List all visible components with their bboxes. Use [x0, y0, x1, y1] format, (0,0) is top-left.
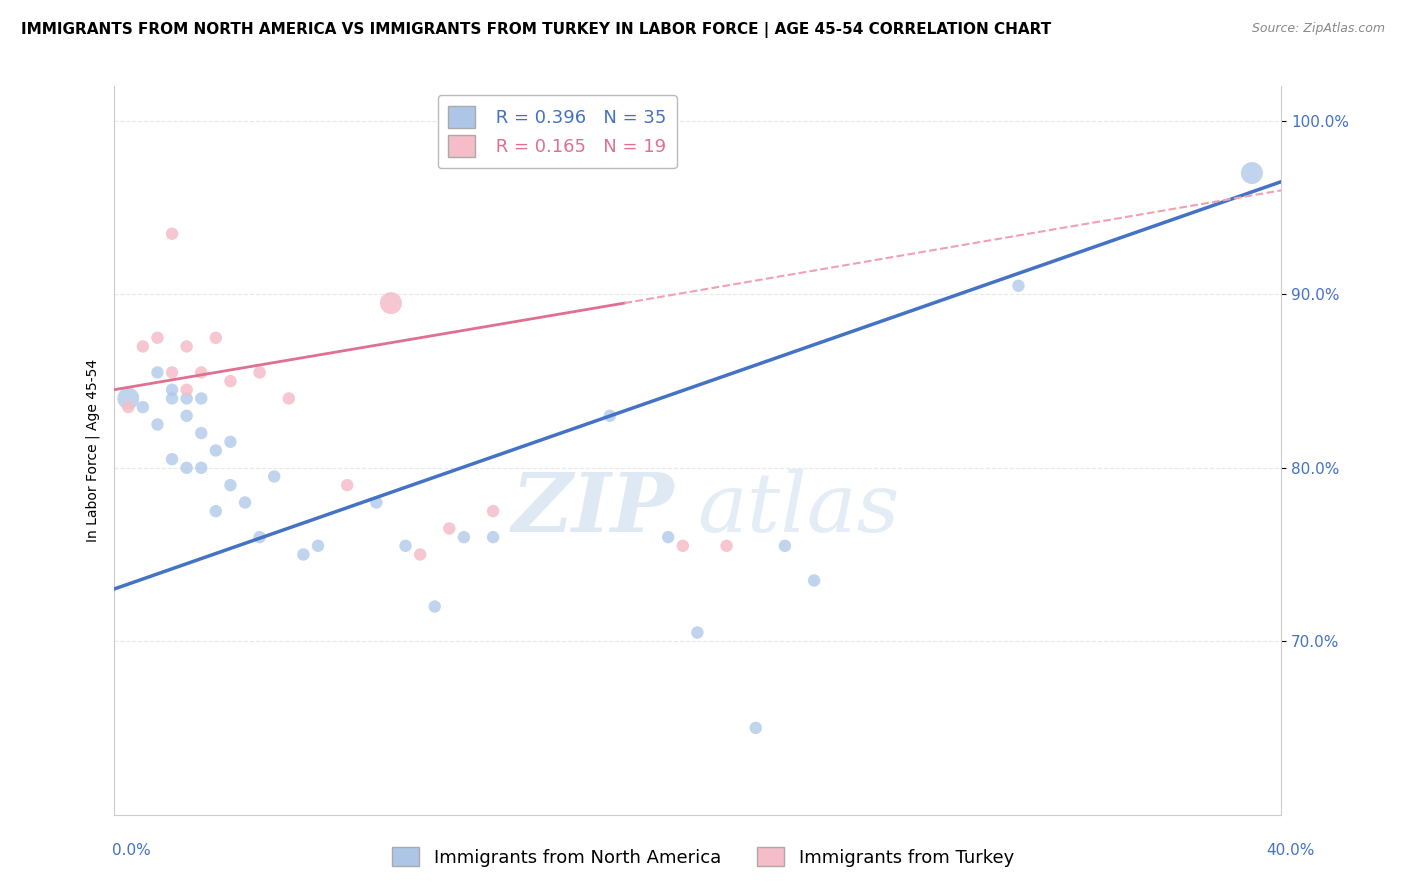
- Point: [219, 478, 242, 492]
- Point: [773, 539, 796, 553]
- Point: [263, 469, 285, 483]
- Point: [117, 392, 139, 406]
- Point: [745, 721, 768, 735]
- Point: [132, 339, 155, 353]
- Text: atlas: atlas: [697, 468, 900, 549]
- Point: [160, 392, 183, 406]
- Point: [336, 478, 359, 492]
- Point: [409, 548, 432, 562]
- Legend: Immigrants from North America, Immigrants from Turkey: Immigrants from North America, Immigrant…: [385, 840, 1021, 874]
- Point: [380, 296, 402, 310]
- Point: [803, 574, 825, 588]
- Y-axis label: In Labor Force | Age 45-54: In Labor Force | Age 45-54: [86, 359, 100, 542]
- Point: [176, 409, 198, 423]
- Point: [160, 227, 183, 241]
- Point: [190, 392, 212, 406]
- Point: [132, 400, 155, 414]
- Point: [233, 495, 256, 509]
- Text: Source: ZipAtlas.com: Source: ZipAtlas.com: [1251, 22, 1385, 36]
- Point: [219, 434, 242, 449]
- Point: [146, 366, 169, 380]
- Point: [205, 504, 228, 518]
- Point: [482, 504, 505, 518]
- Text: 0.0%: 0.0%: [112, 843, 152, 858]
- Point: [176, 392, 198, 406]
- Legend:  R = 0.396   N = 35,  R = 0.165   N = 19: R = 0.396 N = 35, R = 0.165 N = 19: [437, 95, 678, 169]
- Point: [249, 366, 271, 380]
- Point: [205, 331, 228, 345]
- Point: [599, 409, 621, 423]
- Point: [190, 460, 212, 475]
- Text: 40.0%: 40.0%: [1267, 843, 1315, 858]
- Point: [686, 625, 709, 640]
- Point: [482, 530, 505, 544]
- Point: [277, 392, 299, 406]
- Point: [160, 452, 183, 467]
- Point: [423, 599, 446, 614]
- Point: [117, 400, 139, 414]
- Point: [1240, 166, 1263, 180]
- Point: [146, 417, 169, 432]
- Point: [292, 548, 315, 562]
- Point: [160, 383, 183, 397]
- Point: [176, 339, 198, 353]
- Point: [394, 539, 416, 553]
- Point: [190, 366, 212, 380]
- Point: [160, 366, 183, 380]
- Point: [657, 530, 679, 544]
- Point: [672, 539, 695, 553]
- Point: [146, 331, 169, 345]
- Point: [219, 374, 242, 388]
- Point: [1007, 278, 1029, 293]
- Point: [249, 530, 271, 544]
- Point: [453, 530, 475, 544]
- Point: [190, 426, 212, 441]
- Point: [439, 521, 461, 535]
- Point: [307, 539, 329, 553]
- Text: ZIP: ZIP: [512, 468, 673, 549]
- Text: IMMIGRANTS FROM NORTH AMERICA VS IMMIGRANTS FROM TURKEY IN LABOR FORCE | AGE 45-: IMMIGRANTS FROM NORTH AMERICA VS IMMIGRA…: [21, 22, 1052, 38]
- Point: [176, 383, 198, 397]
- Point: [716, 539, 738, 553]
- Point: [176, 460, 198, 475]
- Point: [366, 495, 388, 509]
- Point: [205, 443, 228, 458]
